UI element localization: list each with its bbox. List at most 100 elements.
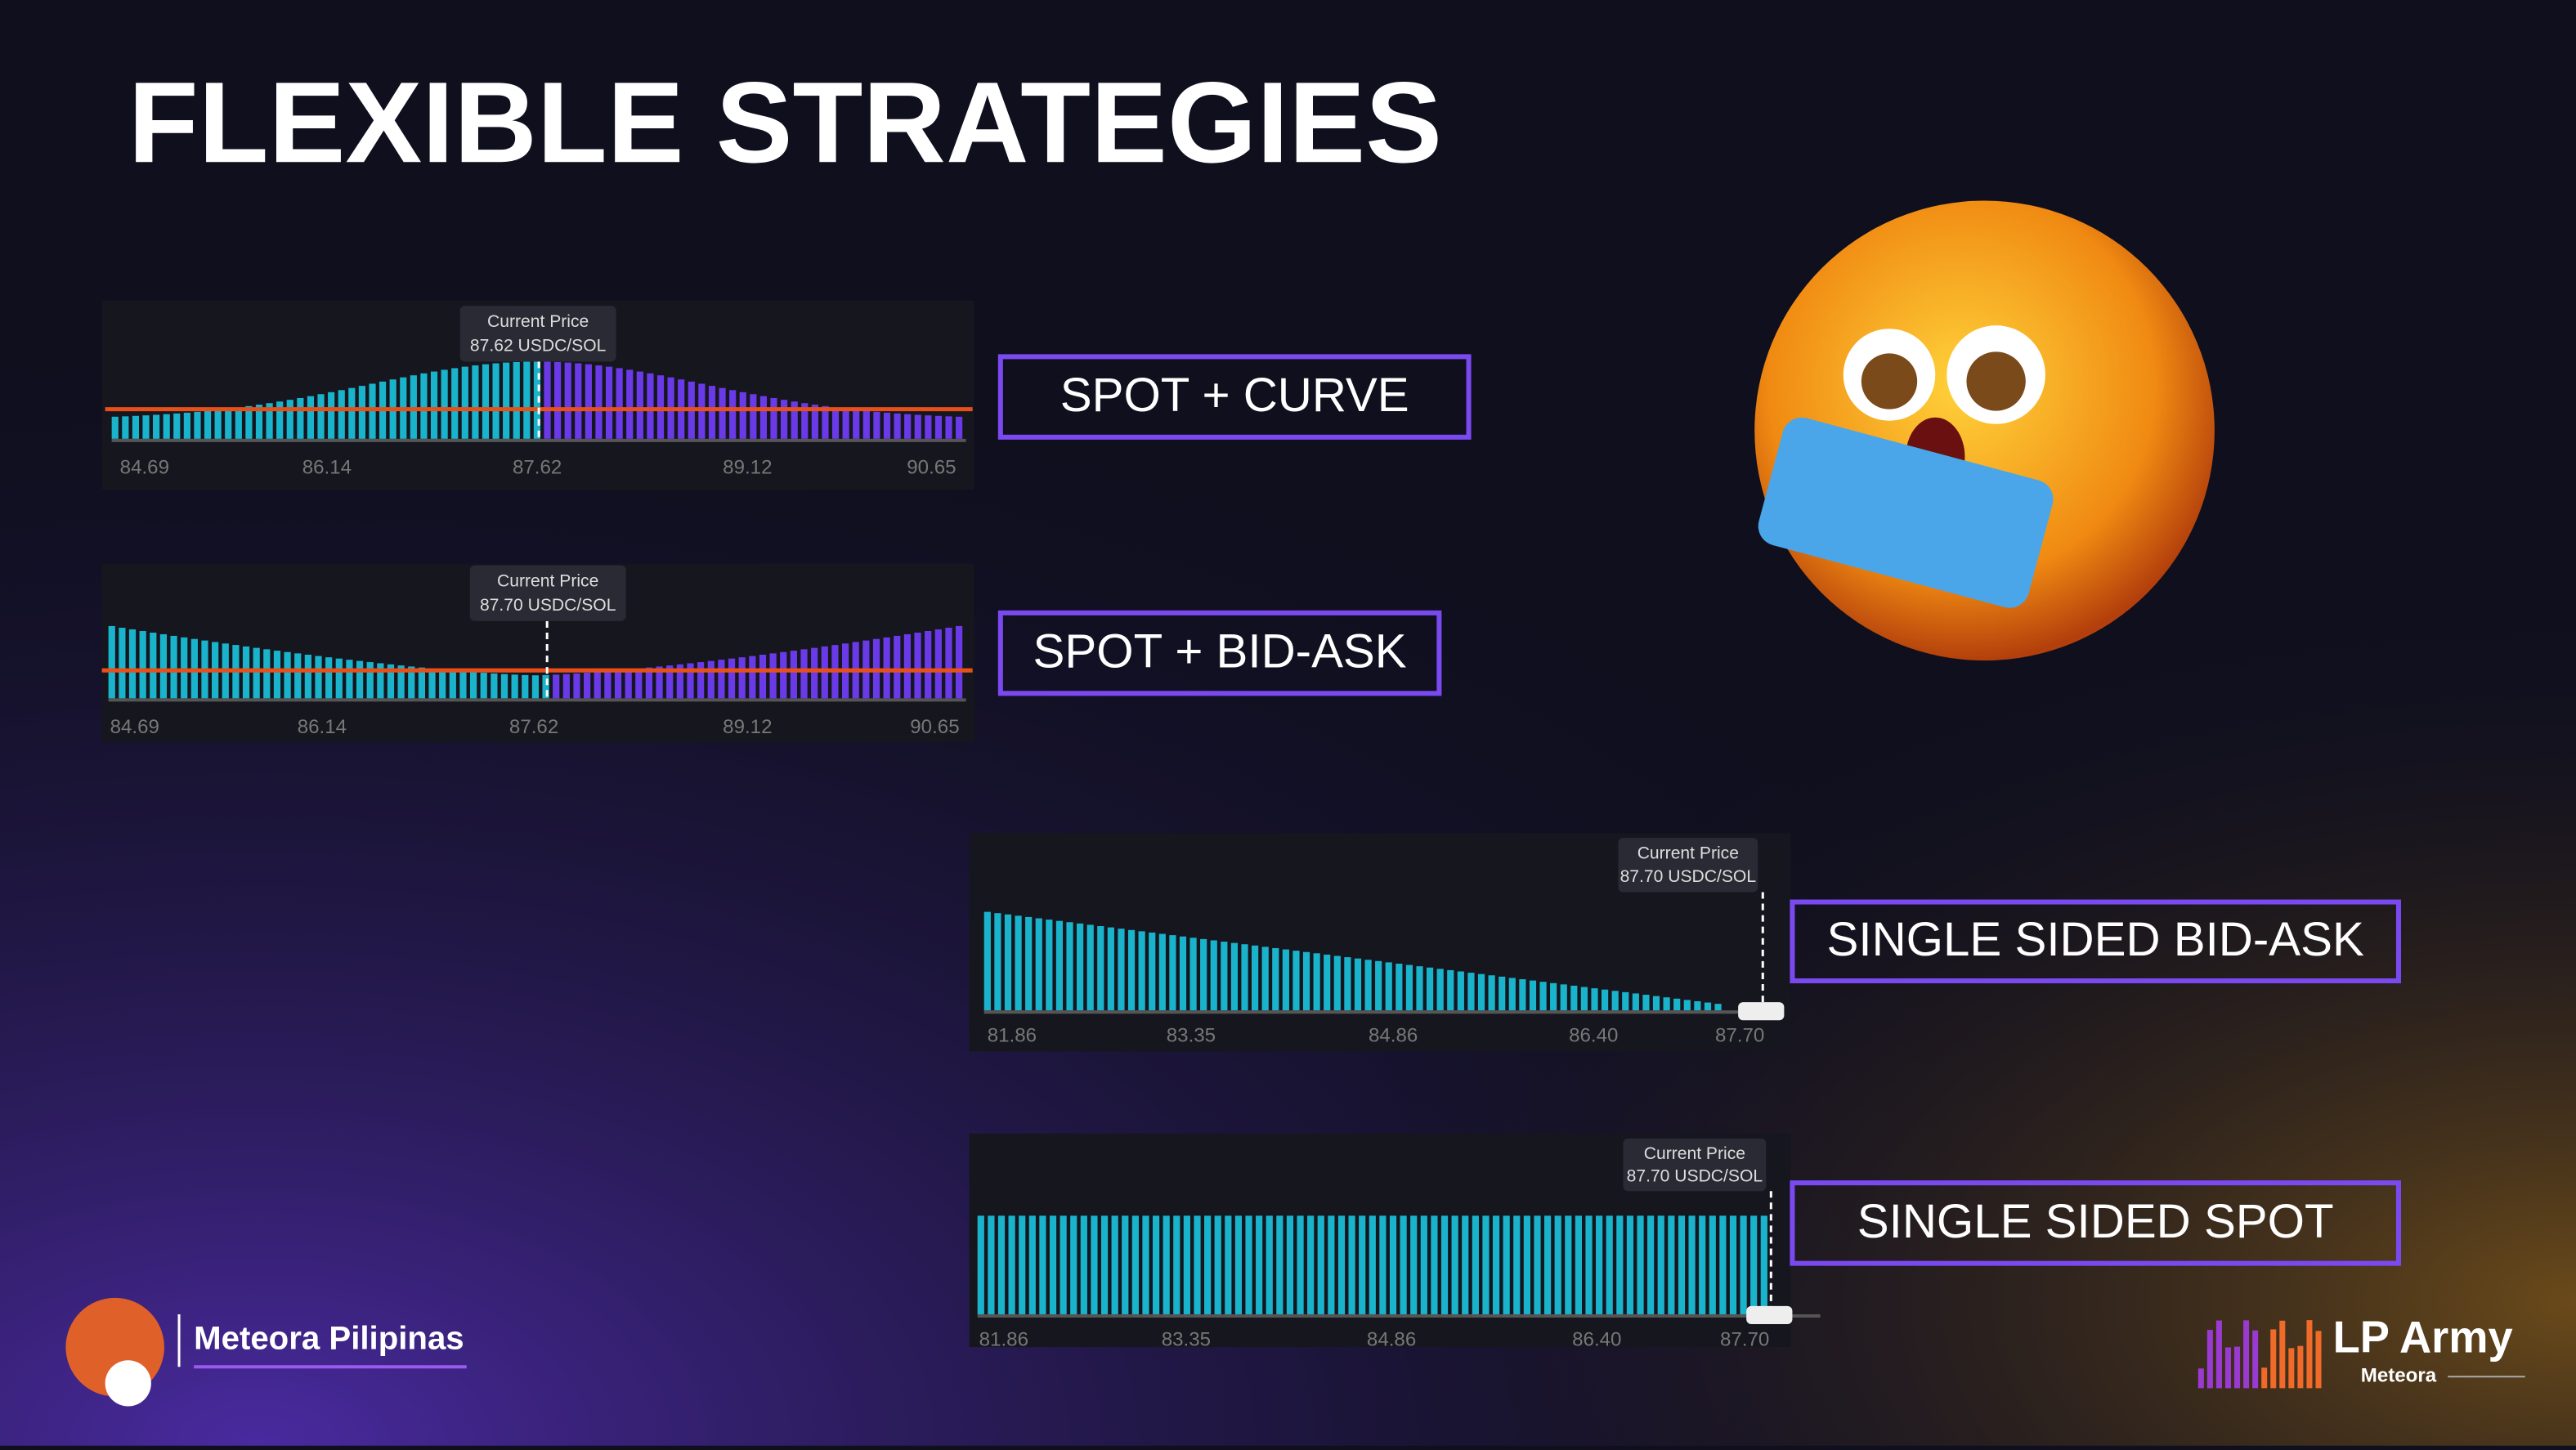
liquidity-bar <box>1183 1215 1190 1314</box>
liquidity-bar <box>1554 1215 1561 1314</box>
x-tick-label: 89.12 <box>723 456 772 478</box>
liquidity-bar <box>194 411 201 439</box>
liquidity-bar <box>1550 982 1557 1011</box>
liquidity-bar <box>853 409 860 439</box>
liquidity-bar <box>894 413 901 439</box>
liquidity-bar <box>1668 1215 1675 1314</box>
liquidity-bar <box>338 390 345 439</box>
liquidity-bar <box>1385 962 1392 1011</box>
liquidity-bar <box>1440 1215 1449 1314</box>
liquidity-bar <box>542 674 549 699</box>
liquidity-bar <box>1348 1215 1355 1314</box>
liquidity-bar <box>801 403 809 439</box>
liquidity-bar <box>1364 960 1372 1011</box>
chart-panel: Current Price 87.70 USDC/SOL 81.86 83.35 84.… <box>969 833 2401 1052</box>
liquidity-bar <box>1457 971 1464 1011</box>
liquidity-bar <box>1560 984 1567 1011</box>
liquidity-bar <box>956 416 963 439</box>
liquidity-bar <box>614 670 622 699</box>
liquidity-bar <box>480 673 487 699</box>
liquidity-bar <box>1142 1215 1149 1314</box>
liquidity-bar <box>997 1215 1006 1314</box>
liquidity-bar <box>523 361 531 439</box>
liquidity-bar <box>1328 1215 1335 1314</box>
liquidity-bar <box>1282 949 1289 1011</box>
strategy-label-box <box>997 354 1472 440</box>
liquidity-bar <box>1534 1215 1541 1314</box>
tooltip-bg <box>459 306 616 362</box>
liquidity-bar <box>387 664 395 699</box>
liquidity-bar <box>1678 1215 1686 1314</box>
liquidity-bar <box>1272 947 1279 1011</box>
liquidity-bar <box>1210 940 1217 1011</box>
liquidity-bar <box>781 400 788 439</box>
liquidity-bar <box>645 667 653 699</box>
liquidity-bar <box>584 673 591 699</box>
liquidity-bar <box>472 365 479 439</box>
liquidity-bar <box>1307 1215 1315 1314</box>
liquidity-bar <box>1354 958 1362 1011</box>
liquidity-bar <box>1173 1215 1180 1314</box>
liquidity-bar <box>1241 944 1248 1011</box>
liquidity-bar <box>1015 915 1022 1011</box>
tooltip-text: Current Price <box>497 572 598 591</box>
brand-sub: Meteora <box>2361 1365 2437 1387</box>
x-tick-label: 86.40 <box>1569 1025 1618 1047</box>
tooltip-text: 87.70 USDC/SOL <box>1620 867 1757 886</box>
liquidity-bar <box>728 658 736 699</box>
liquidity-bar <box>862 410 870 439</box>
liquidity-bar <box>1163 1215 1170 1314</box>
liquidity-bar <box>1482 1215 1490 1314</box>
logo-bar <box>2297 1345 2304 1389</box>
liquidity-bar <box>1539 982 1547 1011</box>
liquidity-bar <box>1127 929 1136 1011</box>
logo-bar <box>2252 1330 2259 1389</box>
liquidity-bar <box>1252 945 1259 1011</box>
logo-bars <box>2197 1320 2322 1389</box>
liquidity-bar <box>1427 967 1434 1011</box>
liquidity-bar <box>1400 1215 1407 1314</box>
liquidity-bar <box>1302 951 1310 1011</box>
x-tick-label: 87.70 <box>1720 1328 1769 1350</box>
liquidity-bar <box>1313 953 1320 1011</box>
liquidity-bar <box>564 362 571 439</box>
liquidity-bar <box>883 412 891 439</box>
liquidity-bar <box>790 651 797 699</box>
liquidity-bar <box>1035 918 1042 1011</box>
liquidity-bar <box>707 660 715 699</box>
liquidity-bar <box>1704 1002 1712 1011</box>
liquidity-bar <box>111 416 119 439</box>
range-handle <box>1738 1002 1785 1021</box>
liquidity-bar <box>1499 976 1506 1011</box>
liquidity-bar <box>945 627 952 699</box>
liquidity-bar <box>1379 1215 1387 1314</box>
liquidity-bar <box>1200 938 1207 1011</box>
liquidity-bar <box>1652 996 1660 1011</box>
chart-panel: Current Price 87.70 USDC/SOL 81.86 83.35 84.… <box>969 1133 2401 1350</box>
liquidity-bar <box>1118 929 1125 1011</box>
liquidity-bar <box>1492 1215 1500 1314</box>
liquidity-bar <box>925 415 932 439</box>
strategy-label: SINGLE SIDED BID-ASK <box>1827 913 2364 966</box>
liquidity-bar <box>1256 1215 1263 1314</box>
liquidity-bar <box>1080 1215 1087 1314</box>
liquidity-bar <box>1214 1215 1221 1314</box>
liquidity-bar <box>348 387 356 439</box>
liquidity-bar <box>994 913 1001 1011</box>
liquidity-bar <box>1565 1215 1572 1314</box>
liquidity-bar <box>544 361 551 439</box>
x-tick-label: 90.65 <box>907 456 956 478</box>
liquidity-bar <box>626 369 634 439</box>
liquidity-bar <box>1431 1215 1438 1314</box>
liquidity-bar <box>142 415 150 439</box>
liquidity-bar <box>769 653 777 699</box>
x-tick-label: 84.86 <box>1369 1025 1418 1047</box>
liquidity-bar <box>531 675 540 699</box>
liquidity-bar <box>1714 1004 1722 1011</box>
liquidity-bar <box>1688 1215 1696 1314</box>
liquidity-bar <box>1158 933 1166 1011</box>
liquidity-bar <box>914 414 921 439</box>
liquidity-bar <box>1396 964 1403 1011</box>
liquidity-bar <box>759 655 767 699</box>
